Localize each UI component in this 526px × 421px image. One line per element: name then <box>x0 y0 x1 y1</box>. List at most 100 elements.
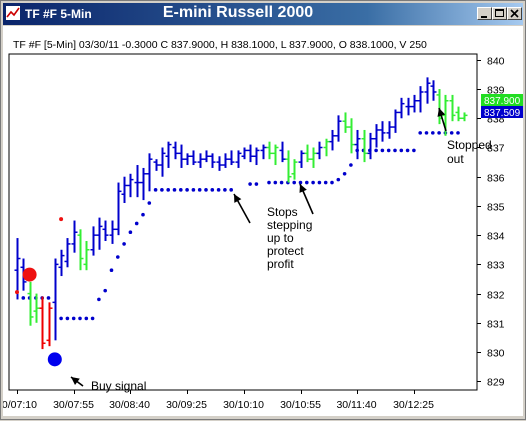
ohlc-bar <box>392 109 399 133</box>
x-tick-label: 30/11:40 <box>336 399 376 411</box>
ohlc-bar <box>197 153 204 168</box>
small-red-dot-a <box>15 290 19 295</box>
stop-dot <box>223 188 227 192</box>
buy-signal-arrow <box>70 376 84 387</box>
ohlc-bar <box>134 165 141 198</box>
ohlc-bar <box>52 258 59 341</box>
stop-dot <box>424 131 429 135</box>
price-tag-text: 837.900 <box>484 96 521 107</box>
ohlc-bar <box>424 77 431 104</box>
stop-dot <box>311 180 315 185</box>
y-tick-label: 833 <box>487 260 505 272</box>
stop-dot <box>386 148 391 153</box>
stops-annotation: Stops stepping up to protect profit <box>267 205 312 271</box>
stop-dot <box>412 148 416 153</box>
stops-arrow-right <box>299 183 314 215</box>
buy-signal-label: Buy signal <box>91 379 146 393</box>
x-tick-label: 30/12:25 <box>393 399 434 411</box>
x-tick-label: 30/10:55 <box>280 399 321 411</box>
ohlc-bar <box>146 153 153 192</box>
annotation-line: protect <box>267 244 304 258</box>
minimize-button[interactable] <box>477 7 492 20</box>
stop-dot <box>147 201 152 205</box>
ohlc-bar <box>461 112 468 122</box>
arrow-head <box>234 194 242 203</box>
ohlc-bar <box>272 144 279 166</box>
ohlc-bar <box>102 220 109 241</box>
ohlc-bar <box>411 94 418 113</box>
arrow-head <box>71 377 80 385</box>
arrow-head <box>299 184 307 193</box>
ohlc-bar <box>64 238 71 268</box>
x-tick-label: 30/07:10 <box>3 399 37 411</box>
stop-dot <box>185 188 189 192</box>
annotation-line: Stopped <box>447 138 492 152</box>
stop-dot <box>298 180 303 185</box>
y-tick-label: 831 <box>487 319 505 331</box>
ohlc-bar <box>291 159 298 180</box>
ohlc-bar <box>90 226 97 256</box>
stop-dot <box>90 316 95 321</box>
stop-dot <box>46 296 51 300</box>
ohlc-bar <box>329 129 336 151</box>
chart-icon <box>6 6 20 20</box>
ohlc-bar <box>405 97 412 116</box>
ohlc-bar <box>159 147 166 177</box>
ohlc-bar <box>348 118 355 154</box>
ohlc-bar <box>109 220 116 244</box>
y-tick-label: 836 <box>487 173 505 185</box>
ohlc-bar <box>354 129 361 160</box>
stop-dot <box>166 188 170 192</box>
window-symbol-title: TF #F 5-Min <box>25 7 92 21</box>
ohlc-bar <box>165 141 172 168</box>
ohlc-bar <box>241 147 248 160</box>
stop-dot <box>437 131 441 135</box>
stop-dot <box>128 230 133 235</box>
ohlc-bar <box>367 132 374 160</box>
maximize-button[interactable] <box>492 7 507 20</box>
stop-dot <box>160 188 164 192</box>
stop-dot <box>431 131 435 135</box>
plot-frame <box>8 53 478 391</box>
arrow-head <box>437 108 446 117</box>
ohlc-bar <box>228 150 235 166</box>
ohlc-bar <box>417 86 424 113</box>
stop-dot <box>273 180 278 185</box>
y-tick-label: 830 <box>487 348 505 360</box>
red-signal-dot <box>22 267 37 282</box>
buy-signal-dot <box>47 352 62 367</box>
y-tick-label: 832 <box>487 290 505 302</box>
stop-dot <box>59 316 63 321</box>
small-red-dot-b <box>59 217 64 222</box>
price-chart[interactable]: TF #F [5-Min] 03/30/11 -0.3000 C 837.900… <box>0 26 523 416</box>
stop-dot <box>204 188 208 192</box>
ohlc-bar <box>398 97 405 119</box>
stop-dot <box>305 180 309 185</box>
price-tag: 837.509 <box>481 106 523 119</box>
stop-dot <box>292 180 297 185</box>
ohlc-bar <box>172 141 179 160</box>
ohlc-bar <box>27 281 34 326</box>
stop-dot <box>122 242 126 246</box>
ohlc-bar <box>203 150 210 163</box>
ohlc-bar <box>304 144 311 163</box>
close-icon <box>510 9 519 18</box>
close-button[interactable] <box>507 7 522 20</box>
stop-dot <box>456 131 460 135</box>
stop-dot <box>449 131 454 135</box>
stop-dot <box>141 212 145 217</box>
title-bar[interactable]: TF #F 5-Min E-mini Russell 2000 <box>3 3 523 25</box>
ohlc-bar <box>190 150 197 166</box>
annotation-line: stepping <box>267 218 312 232</box>
ohlc-bar <box>184 153 191 166</box>
ohlc-bar <box>46 302 53 347</box>
stop-dot <box>179 188 183 192</box>
stop-dot <box>21 296 26 300</box>
ohlc-bar <box>71 220 78 253</box>
stop-dot <box>405 148 410 153</box>
y-tick-label: 840 <box>487 56 505 68</box>
chart-area[interactable]: TF #F [5-Min] 03/30/11 -0.3000 C 837.900… <box>0 26 523 416</box>
stop-dot <box>317 180 322 185</box>
x-tick-label: 30/08:40 <box>109 399 150 411</box>
ohlc-bar <box>127 173 134 198</box>
